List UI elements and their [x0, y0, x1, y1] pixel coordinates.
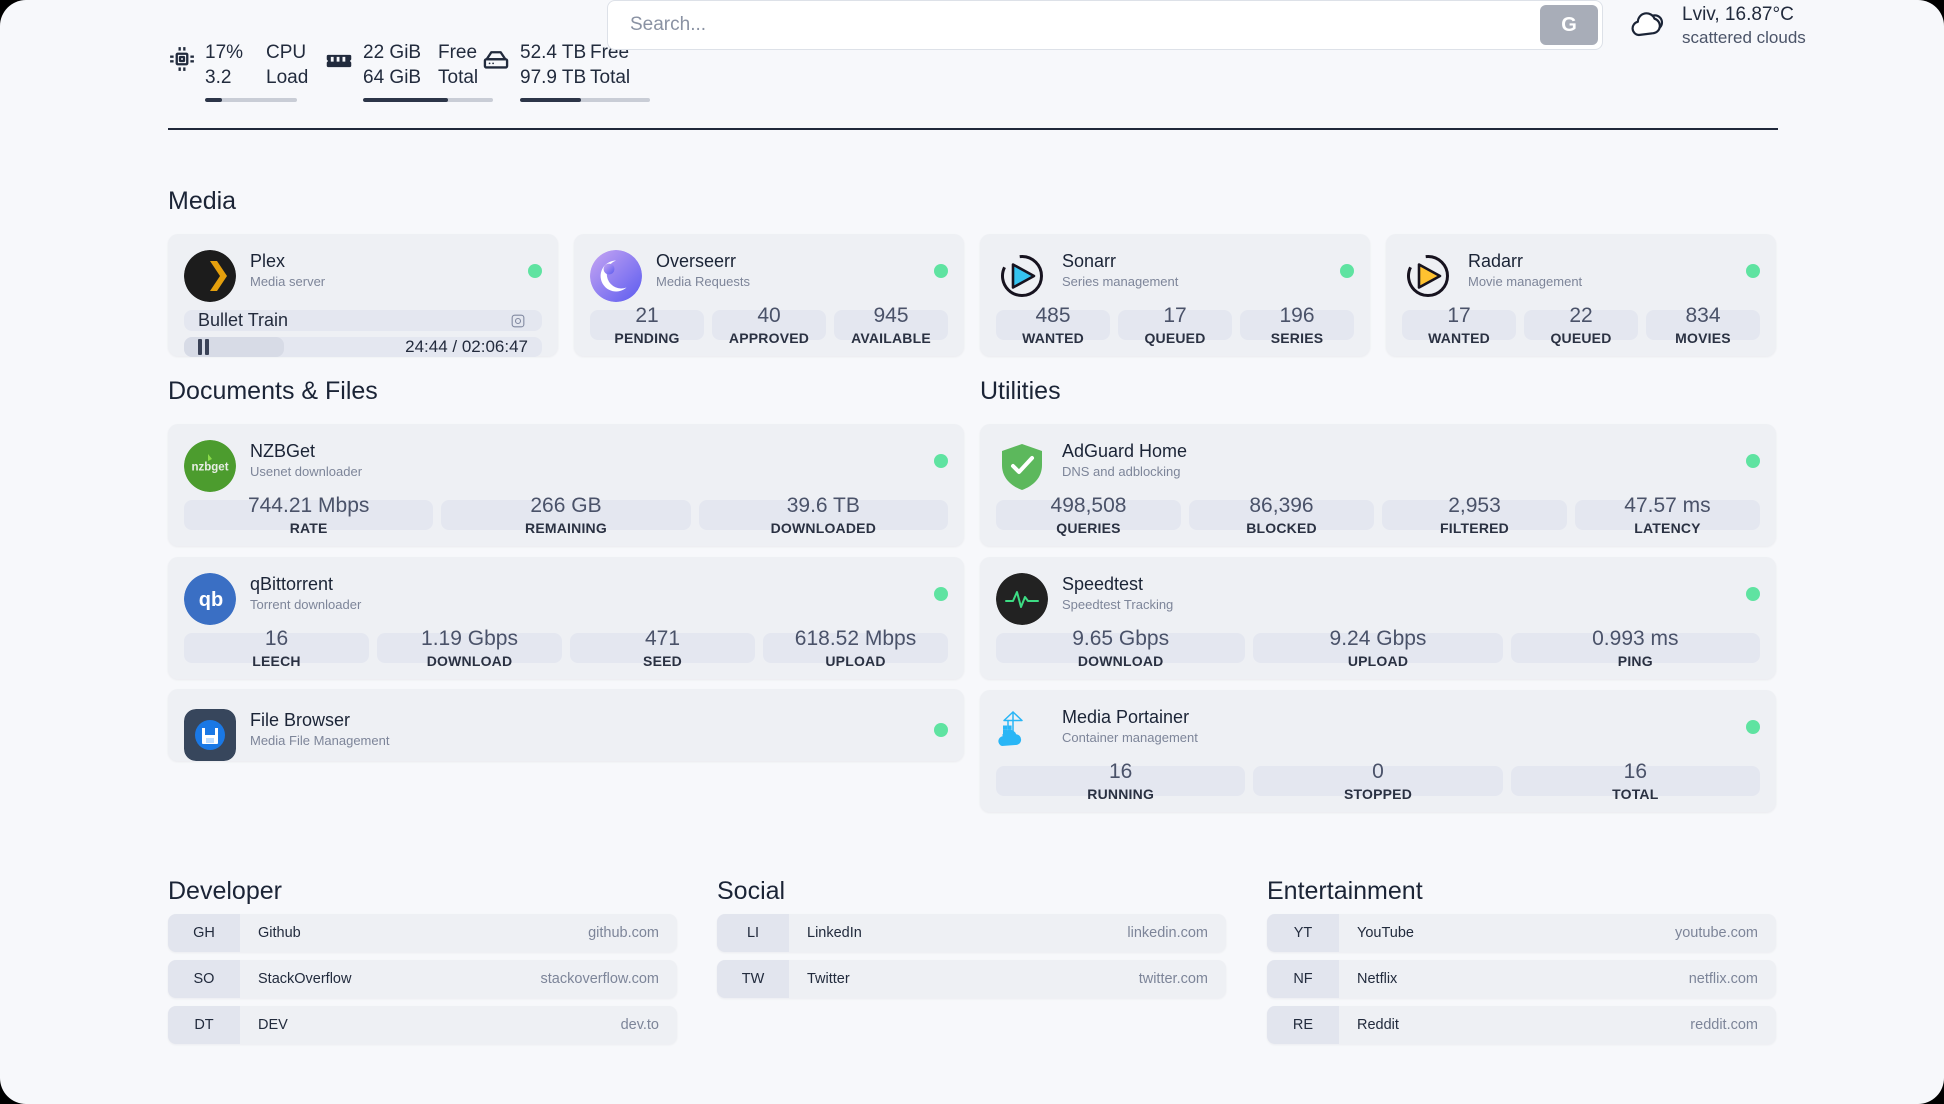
svg-text:qb: qb: [199, 589, 223, 611]
svg-text:nzbget: nzbget: [191, 462, 228, 474]
